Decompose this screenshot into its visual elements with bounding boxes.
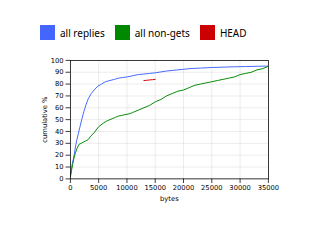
svg-text:30: 30 (55, 139, 64, 147)
svg-text:35000: 35000 (258, 184, 279, 192)
svg-text:70: 70 (55, 92, 64, 100)
html-text:all non-gets: all non-gets (134, 25, 190, 40)
svg-text:20000: 20000 (173, 184, 194, 192)
svg-text:80: 80 (55, 80, 64, 88)
svg-text:25000: 25000 (201, 184, 222, 192)
svg-text:cumulative %: cumulative % (41, 96, 49, 143)
svg-text:bytes: bytes (160, 195, 179, 203)
html-text:HEAD: HEAD (219, 25, 247, 40)
svg-text:60: 60 (55, 104, 64, 112)
svg-text:50: 50 (55, 116, 64, 124)
svg-text:0: 0 (68, 184, 72, 192)
svg-text:10000: 10000 (116, 184, 137, 192)
svg-text:5000: 5000 (90, 184, 107, 192)
svg-text:10: 10 (55, 163, 64, 171)
svg-text:20: 20 (55, 151, 64, 159)
svg-text:0: 0 (59, 175, 63, 183)
svg-text:15000: 15000 (144, 184, 165, 192)
svg-text:90: 90 (55, 68, 64, 76)
svg-text:30000: 30000 (229, 184, 250, 192)
svg-text:100: 100 (51, 57, 64, 65)
svg-text:40: 40 (55, 128, 64, 136)
html-text:all replies: all replies (60, 25, 105, 40)
